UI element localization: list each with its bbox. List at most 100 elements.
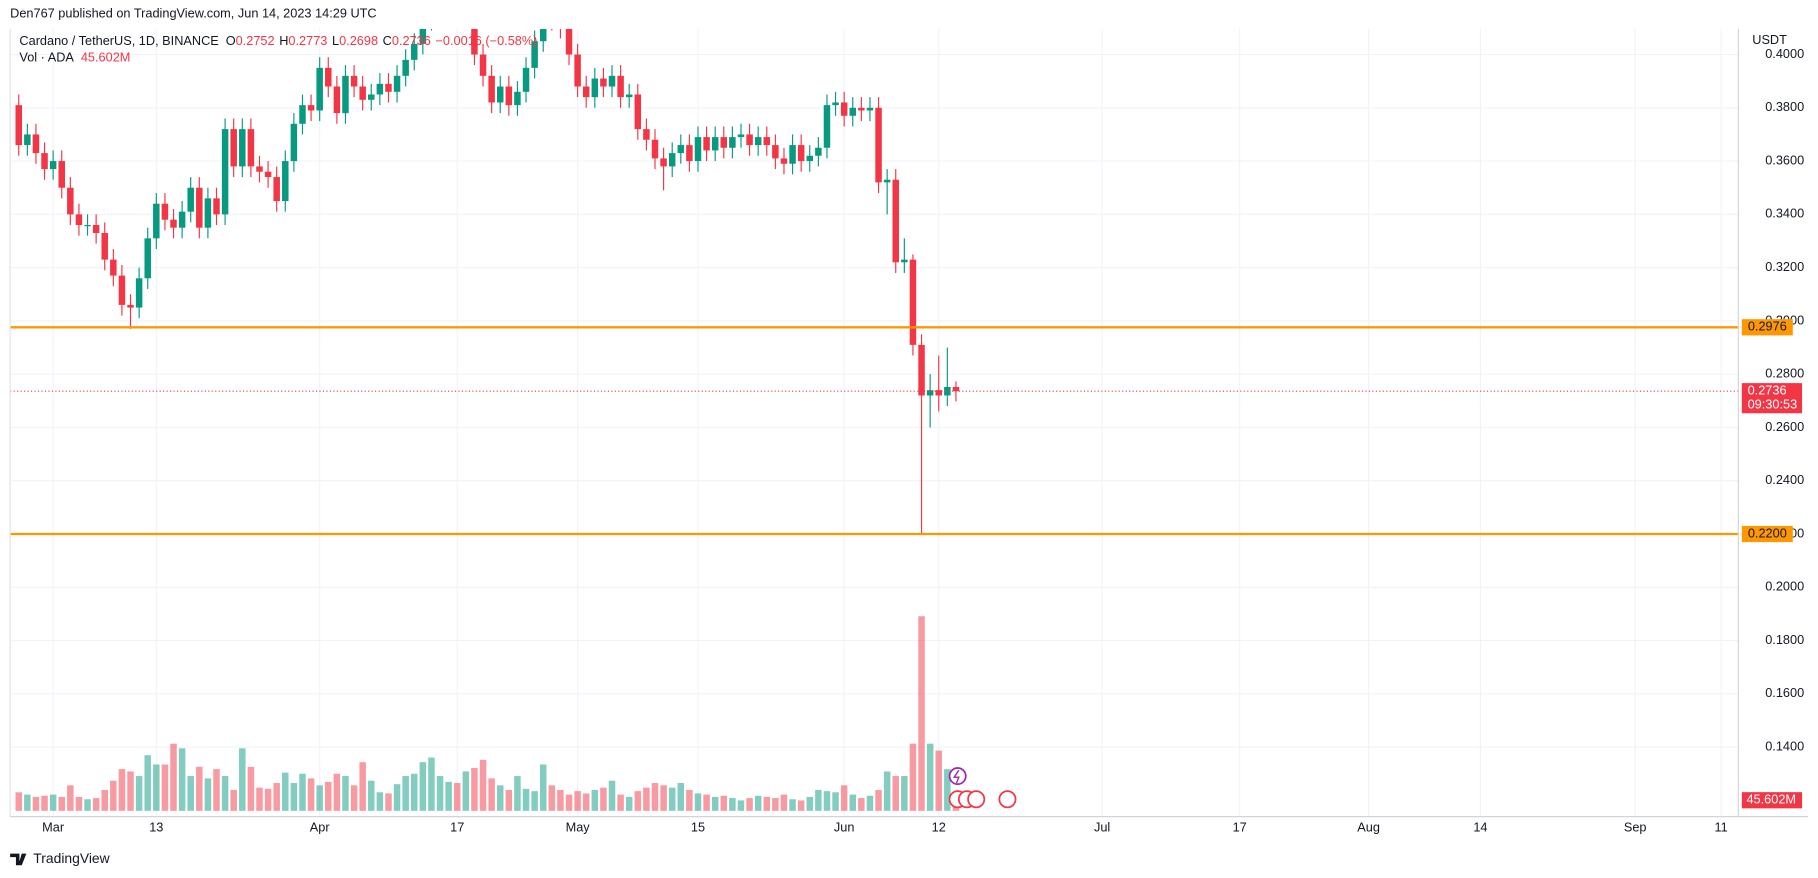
- x-tick-label: Jun: [834, 820, 855, 835]
- grid: [10, 28, 1739, 817]
- volume-bar: [239, 748, 246, 811]
- ohlc-key: C: [383, 33, 392, 48]
- volume-bar: [926, 743, 934, 811]
- volume-bar: [454, 783, 461, 811]
- candle-body: [505, 86, 513, 106]
- candle-body: [944, 386, 951, 396]
- volume-bar: [462, 771, 470, 811]
- volume-bar: [772, 798, 779, 811]
- volume-bar: [92, 798, 100, 811]
- y-tick-label: 0.3800: [1765, 99, 1804, 114]
- candle-body: [737, 134, 745, 138]
- candle-body: [58, 161, 65, 188]
- volume-bar: [711, 796, 719, 811]
- volume-bar: [264, 788, 272, 811]
- volume-bar: [574, 791, 581, 811]
- volume-bar: [75, 796, 83, 811]
- candle-body: [67, 187, 74, 215]
- volume-bar: [600, 787, 607, 811]
- volume-bar: [58, 796, 65, 811]
- volume-bar: [84, 799, 91, 811]
- volume-bar: [883, 771, 891, 811]
- volume-bar: [539, 764, 547, 811]
- x-tick-label: Jul: [1094, 820, 1110, 835]
- x-tick-label: 17: [450, 820, 464, 835]
- volume-bar: [290, 783, 298, 811]
- volume-bar: [110, 780, 117, 811]
- overlays: [10, 326, 1739, 536]
- candle-body: [952, 386, 960, 392]
- volume-bar: [496, 785, 504, 811]
- candle-body: [651, 139, 659, 159]
- volume-bar: [127, 771, 134, 811]
- candle-body: [746, 134, 753, 146]
- candle-body: [84, 225, 91, 227]
- candle-body: [411, 43, 418, 60]
- candle-body: [694, 137, 702, 162]
- candle-body: [849, 107, 856, 116]
- candle-body: [273, 177, 280, 202]
- axes: 0.1400 0.1600 0.1800 0.2000 0.2200 0.2400 0.26…: [42, 32, 1804, 835]
- volume-bar: [307, 778, 315, 811]
- volume-bar: [746, 798, 753, 811]
- volume-bar: [15, 792, 22, 811]
- level-label-bg: [1741, 525, 1793, 543]
- candle-body: [574, 54, 581, 87]
- volume-bar: [720, 795, 728, 811]
- level-label: 0.2976: [1748, 319, 1787, 334]
- legend: Cardano / TetherUS, 1D, BINANCE O 0.2752 H 0…: [19, 33, 537, 64]
- y-tick-label: 0.2000: [1765, 579, 1804, 594]
- volume-bar: [488, 778, 495, 811]
- volume-bar: [514, 776, 521, 811]
- candle-body: [875, 107, 882, 183]
- y-tick-label: 0.1600: [1765, 685, 1804, 700]
- footer-logo: [10, 853, 27, 866]
- y-tick-label: 0.2800: [1765, 366, 1804, 381]
- candle-body: [522, 67, 530, 92]
- candle-body: [359, 86, 366, 100]
- candle-body: [539, 28, 547, 42]
- volume-bar: [668, 787, 676, 811]
- volume-bar: [247, 766, 255, 811]
- candle-body: [720, 137, 728, 148]
- volume-bar: [445, 781, 452, 811]
- volume-bar: [479, 759, 487, 811]
- x-tick-label: Mar: [42, 820, 65, 835]
- candle-body: [479, 54, 487, 76]
- volume-bar: [703, 794, 710, 811]
- candle-body: [883, 179, 891, 183]
- volume-bar: [643, 787, 650, 811]
- volume-bar: [694, 793, 702, 811]
- volume-bar: [935, 750, 942, 811]
- volume-bar: [419, 762, 427, 811]
- candle-body: [823, 105, 831, 148]
- candle-body: [729, 137, 736, 148]
- volume-bar: [754, 795, 762, 811]
- candle-body: [256, 166, 263, 172]
- candle-body: [92, 225, 100, 233]
- y-tick-label: 0.3400: [1765, 206, 1804, 221]
- volume-bar: [411, 773, 418, 811]
- volume-bar: [359, 762, 366, 811]
- volume-title: Vol · ADA: [19, 49, 74, 64]
- volume-bar: [625, 796, 633, 811]
- candle-body: [299, 105, 306, 124]
- candle-body: [127, 304, 134, 308]
- volume-bar: [763, 796, 771, 811]
- last-price-bg: [1741, 383, 1803, 414]
- y-tick-label: 0.1800: [1765, 632, 1804, 647]
- candle-body: [144, 238, 151, 279]
- volume-bar: [471, 767, 478, 811]
- volume-bar: [118, 769, 126, 811]
- x-tick-label: 15: [691, 820, 705, 835]
- candle-body: [496, 86, 504, 103]
- volume-bar: [660, 785, 667, 811]
- candle-body: [170, 219, 177, 228]
- candle-body: [643, 129, 650, 140]
- volume-bar: [350, 785, 358, 811]
- candle-body: [247, 129, 255, 167]
- volume-bar: [325, 781, 332, 811]
- candle-body: [230, 129, 237, 167]
- candle-body: [15, 105, 22, 146]
- volume-axis-label: 45.602M: [1746, 792, 1796, 807]
